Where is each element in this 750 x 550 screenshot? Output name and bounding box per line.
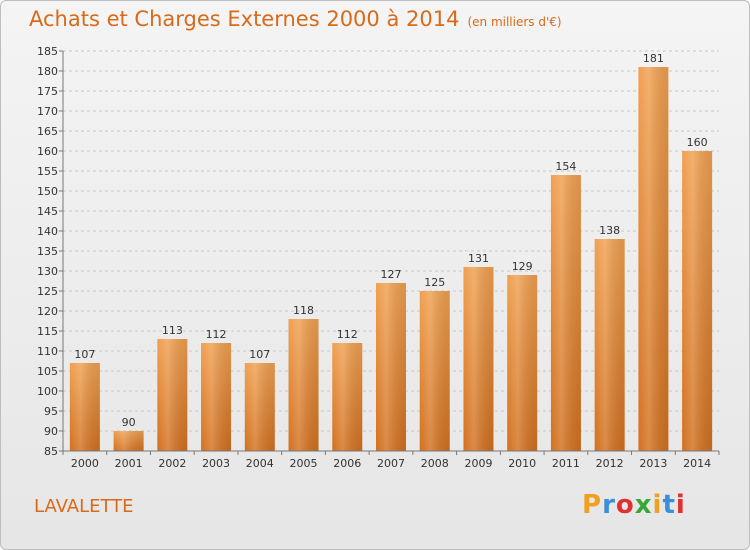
- x-tick-label-2000: 2000: [71, 457, 99, 470]
- bar-shine-2005: [288, 319, 319, 451]
- x-tick-label-2014: 2014: [683, 457, 711, 470]
- place-name: LAVALETTE: [34, 496, 134, 517]
- data-label-2007: 127: [381, 268, 402, 281]
- logo-letter: r: [602, 490, 616, 520]
- bar-shine-2012: [594, 239, 625, 451]
- y-tick-label: 140: [37, 225, 58, 238]
- y-tick-label: 155: [37, 165, 58, 178]
- x-tick-label-2001: 2001: [115, 457, 143, 470]
- chart-title: Achats et Charges Externes 2000 à 2014 (e…: [29, 7, 562, 31]
- x-tick-label-2011: 2011: [552, 457, 580, 470]
- y-tick-label: 135: [37, 245, 58, 258]
- y-tick-label: 95: [44, 405, 58, 418]
- x-tick-label-2003: 2003: [202, 457, 230, 470]
- y-tick-label: 175: [37, 85, 58, 98]
- logo-letter: t: [662, 490, 676, 520]
- y-tick-label: 160: [37, 145, 58, 158]
- data-label-2004: 107: [249, 348, 270, 361]
- bar-shine-2003: [201, 343, 232, 451]
- bar-shine-2007: [376, 283, 406, 451]
- x-tick-label-2008: 2008: [421, 457, 449, 470]
- y-tick-label: 120: [37, 305, 58, 318]
- y-tick-label: 100: [37, 385, 58, 398]
- bar-shine-2004: [244, 363, 275, 451]
- bar-shine-2008: [419, 291, 450, 451]
- bar-shine-2000: [69, 363, 100, 451]
- x-tick-label-2005: 2005: [290, 457, 318, 470]
- x-tick-label-2013: 2013: [639, 457, 667, 470]
- y-axis: 85 90 95 100 105 110 115 120 125 130 135 140 145 150 1…: [37, 45, 64, 458]
- logo-letter: x: [634, 490, 653, 520]
- y-tick-label: 125: [37, 285, 58, 298]
- bar-shine-2006: [332, 343, 363, 451]
- y-tick-label: 165: [37, 125, 58, 138]
- y-tick-label: 130: [37, 265, 58, 278]
- bar-shine-2014: [682, 151, 713, 451]
- logo-letter: P: [582, 490, 603, 520]
- x-tick-label-2002: 2002: [158, 457, 186, 470]
- data-label-2000: 107: [74, 348, 95, 361]
- x-tick-label-2010: 2010: [508, 457, 536, 470]
- bar-shine-2002: [157, 339, 188, 451]
- data-label-2009: 131: [468, 252, 489, 265]
- y-tick-label: 90: [44, 425, 58, 438]
- data-label-2003: 112: [206, 328, 227, 341]
- x-tick-label-2007: 2007: [377, 457, 405, 470]
- x-tick-label-2009: 2009: [464, 457, 492, 470]
- bar-shine-2001: [113, 431, 144, 451]
- chart-title-main: Achats et Charges Externes 2000 à 2014: [29, 7, 460, 31]
- data-label-2001: 90: [122, 416, 136, 429]
- y-tick-label: 105: [37, 365, 58, 378]
- data-label-2006: 112: [337, 328, 358, 341]
- y-tick-label: 85: [44, 445, 58, 458]
- x-tick-label-2004: 2004: [246, 457, 274, 470]
- data-label-2013: 181: [643, 52, 664, 65]
- bar-shine-2011: [550, 175, 581, 451]
- y-tick-label: 170: [37, 105, 58, 118]
- bar-shine-2010: [507, 275, 538, 451]
- x-tick-label-2006: 2006: [333, 457, 361, 470]
- chart-title-unit: (en milliers d'€): [467, 15, 562, 29]
- y-tick-label: 185: [37, 45, 58, 58]
- bar-shine-2013: [638, 67, 669, 451]
- y-tick-label: 180: [37, 65, 58, 78]
- data-label-2012: 138: [599, 224, 620, 237]
- bars: 107 90 113 112 107 118 112 127 125 131 129 154 138 18…: [69, 52, 713, 451]
- x-tick-label-2012: 2012: [596, 457, 624, 470]
- data-label-2005: 118: [293, 304, 314, 317]
- y-tick-label: 115: [37, 325, 58, 338]
- y-tick-label: 110: [37, 345, 58, 358]
- data-label-2008: 125: [424, 276, 445, 289]
- logo-letter: i: [675, 490, 686, 520]
- logo-letter: i: [652, 490, 663, 520]
- x-axis: 2000 2001 2002 2003 2004 2005 2006 2007 2008 2009…: [62, 450, 720, 470]
- data-label-2002: 113: [162, 324, 183, 337]
- logo-letter: o: [615, 490, 635, 520]
- bar-shine-2009: [463, 267, 494, 451]
- data-label-2014: 160: [687, 136, 708, 149]
- proxiti-logo[interactable]: Proxiti: [582, 490, 686, 520]
- data-label-2011: 154: [555, 160, 576, 173]
- data-label-2010: 129: [512, 260, 533, 273]
- y-tick-label: 145: [37, 205, 58, 218]
- y-tick-label: 150: [37, 185, 58, 198]
